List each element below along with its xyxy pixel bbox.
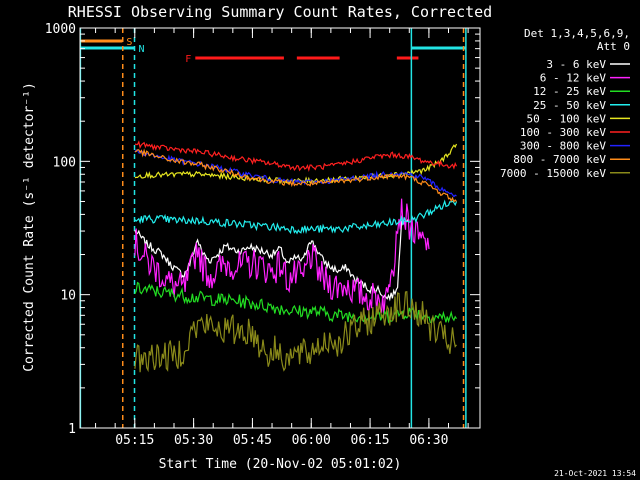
axes: 1 10 100 1000 05:15 05:30 05:45 06:00 06:15 06:30: [45, 22, 481, 448]
legend-title-line-2: Att 0: [597, 40, 630, 53]
x-tick-label: 05:15: [115, 433, 154, 448]
y-tick-label: 10: [60, 289, 76, 304]
x-tick-label: 06:00: [292, 433, 331, 448]
y-axis-label: Corrected Count Rate (s⁻¹ detector⁻¹): [22, 82, 37, 372]
legend-label: 50 - 100 keV: [527, 112, 607, 125]
x-axis-label: Start Time (20-Nov-02 05:01:02): [159, 457, 402, 472]
series-line-2: [134, 281, 457, 324]
y-tick-label: 1000: [45, 22, 76, 37]
legend-title-line-1: Det 1,3,4,5,6,9,: [524, 27, 630, 40]
legend-label: 6 - 12 keV: [540, 72, 607, 85]
flag-N-label: N: [139, 44, 145, 55]
legend-label: 25 - 50 keV: [533, 99, 606, 112]
legend-label: 800 - 7000 keV: [513, 153, 606, 166]
legend-label: 7000 - 15000 keV: [500, 167, 606, 180]
series-line-7: [134, 148, 457, 203]
flag-S-label: S: [126, 37, 132, 48]
series-lines: [134, 140, 458, 373]
flag-bars: SN F: [80, 37, 466, 65]
series-line-1: [134, 198, 430, 315]
x-tick-label: 05:45: [233, 433, 272, 448]
chart-title: RHESSI Observing Summary Count Rates, Co…: [68, 3, 492, 21]
legend-label: 12 - 25 keV: [533, 85, 606, 98]
flag-F-label: F: [185, 54, 191, 65]
y-tick-label: 1: [68, 422, 76, 437]
x-tick-label: 06:15: [351, 433, 390, 448]
legend-label: 100 - 300 keV: [520, 126, 606, 139]
x-tick-label: 06:30: [409, 433, 448, 448]
legend-label: 3 - 6 keV: [546, 58, 606, 71]
plot-frame: [79, 27, 481, 429]
y-tick-label: 100: [53, 155, 76, 170]
series-line-3: [134, 199, 458, 235]
series-line-5: [134, 140, 458, 172]
timestamp-label: 21-Oct-2021 13:54: [554, 469, 636, 478]
legend-label: 300 - 800 keV: [520, 140, 606, 153]
x-tick-label: 05:30: [174, 433, 213, 448]
series-line-8: [134, 290, 457, 373]
